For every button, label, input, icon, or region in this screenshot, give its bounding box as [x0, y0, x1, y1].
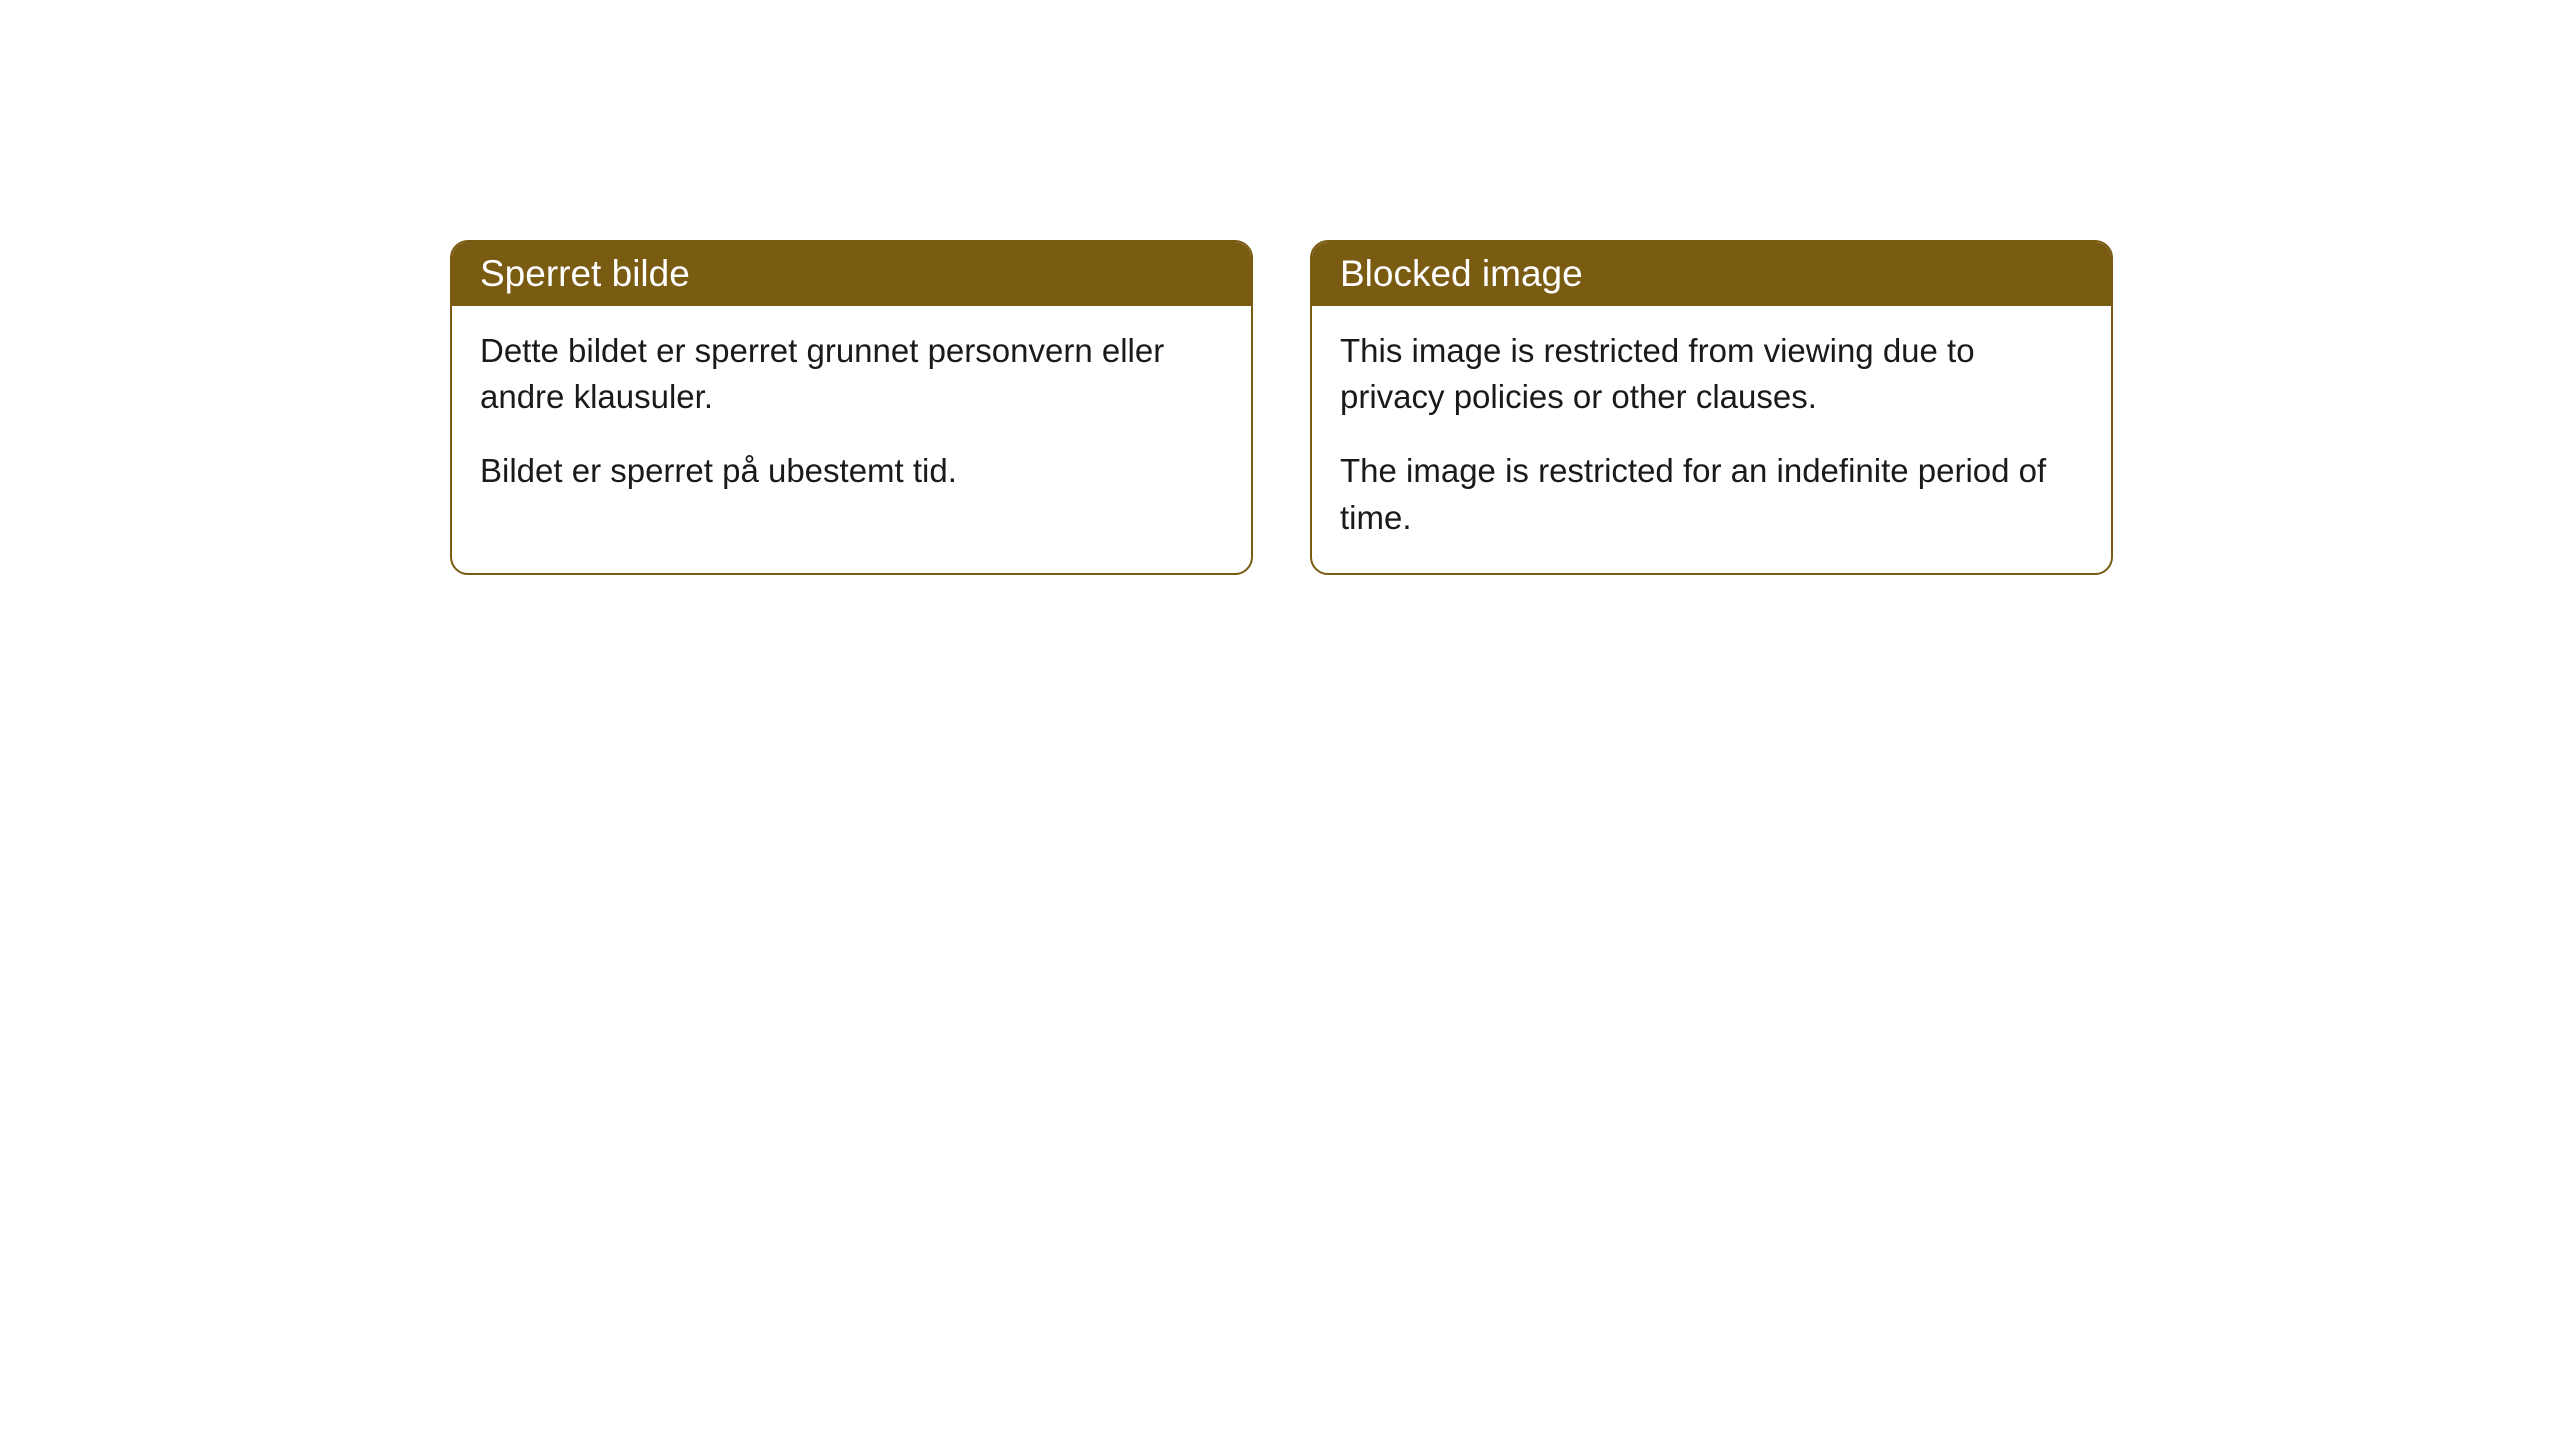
- card-body: Dette bildet er sperret grunnet personve…: [452, 306, 1251, 527]
- card-paragraph: The image is restricted for an indefinit…: [1340, 448, 2083, 540]
- card-header: Sperret bilde: [452, 242, 1251, 306]
- card-paragraph: Dette bildet er sperret grunnet personve…: [480, 328, 1223, 420]
- card-title: Sperret bilde: [480, 253, 690, 294]
- card-paragraph: Bildet er sperret på ubestemt tid.: [480, 448, 1223, 494]
- blocked-image-card-english: Blocked image This image is restricted f…: [1310, 240, 2113, 575]
- card-title: Blocked image: [1340, 253, 1583, 294]
- notice-cards-container: Sperret bilde Dette bildet er sperret gr…: [450, 240, 2560, 575]
- card-header: Blocked image: [1312, 242, 2111, 306]
- blocked-image-card-norwegian: Sperret bilde Dette bildet er sperret gr…: [450, 240, 1253, 575]
- card-body: This image is restricted from viewing du…: [1312, 306, 2111, 573]
- card-paragraph: This image is restricted from viewing du…: [1340, 328, 2083, 420]
